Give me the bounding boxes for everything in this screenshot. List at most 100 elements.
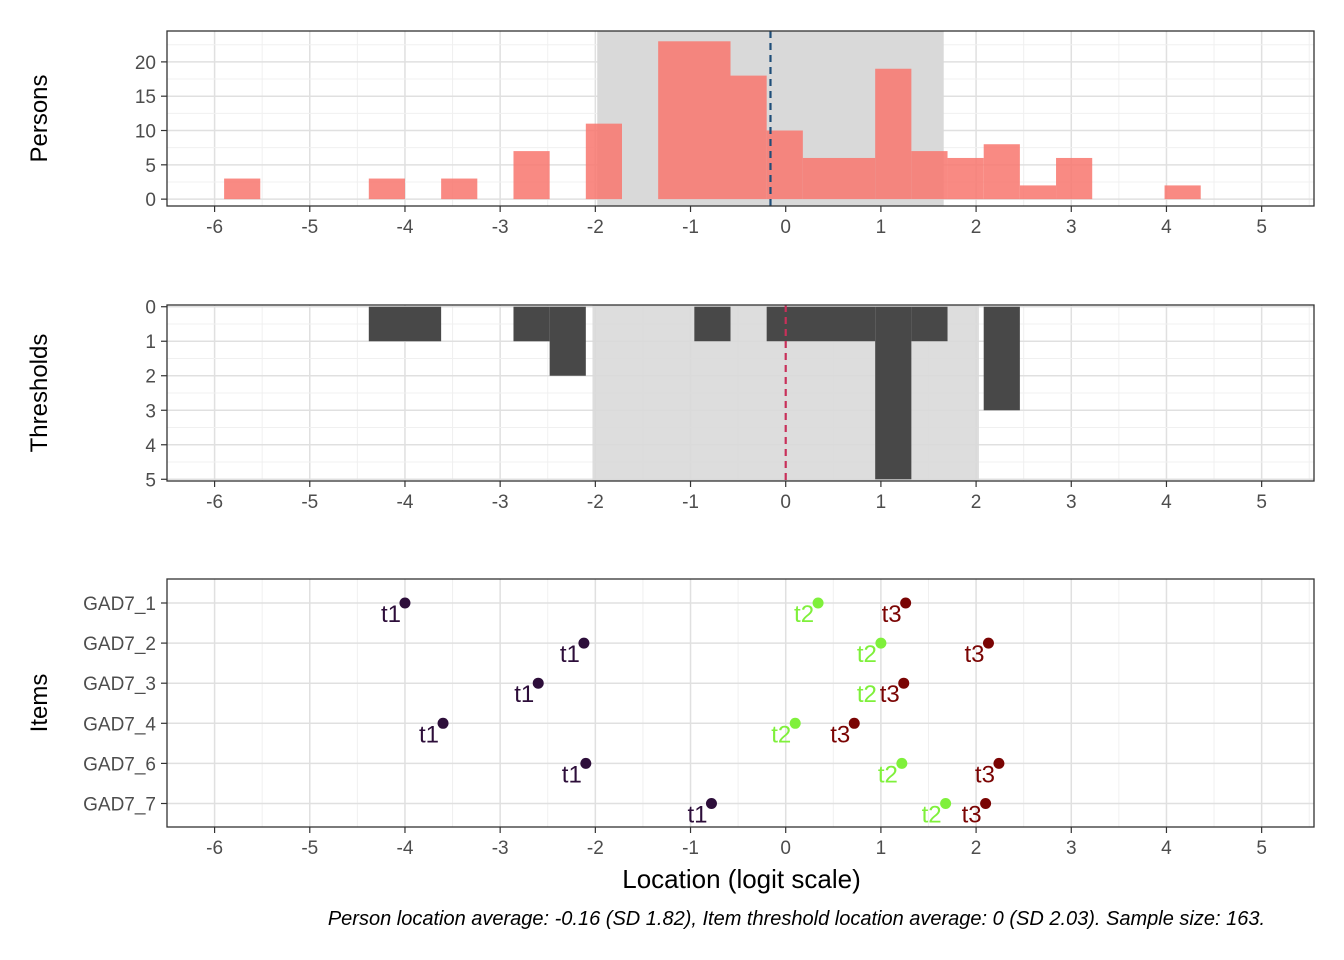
t2-point (896, 757, 908, 769)
t1-point-label: t1 (560, 641, 580, 668)
person-bar (947, 157, 984, 200)
t2-point-label: t2 (771, 721, 791, 748)
person-bar (802, 157, 876, 200)
persons-x-tick-label: 4 (1161, 217, 1172, 238)
persons-x-tick-label: -1 (682, 217, 699, 238)
item-name-label: GAD7_6 (83, 754, 156, 775)
thresholds-y-tick-label: 2 (145, 367, 156, 388)
t2-point (875, 637, 887, 649)
t1-point (705, 798, 717, 809)
person-bar (441, 178, 478, 200)
t3-point-label: t3 (880, 681, 900, 708)
threshold-bar (368, 306, 442, 342)
t3-point-label: t3 (975, 761, 995, 788)
t2-point-label: t2 (878, 761, 898, 788)
person-bar (1056, 157, 1093, 200)
item-name-label: GAD7_3 (83, 674, 156, 695)
t3-point-label: t3 (964, 641, 984, 668)
t1-point-label: t1 (419, 721, 439, 748)
t2-point (940, 798, 952, 809)
persons-y-tick-label: 5 (145, 156, 156, 177)
items-x-tick-label: -2 (587, 838, 604, 859)
items-gridlines (167, 579, 1314, 827)
persons-y-ticks: 0 5 10 15 20 (135, 53, 167, 211)
person-bar (224, 178, 261, 200)
items-x-tick-label: -1 (682, 838, 699, 859)
thresholds-x-tick-label: 1 (876, 492, 887, 513)
persons-y-tick-label: 20 (135, 53, 156, 74)
persons-x-tick-label: -3 (492, 217, 509, 238)
t3-point (993, 757, 1005, 769)
t1-point-label: t1 (514, 681, 534, 708)
thresholds-y-ticks: 0 1 2 3 4 5 (145, 298, 167, 491)
t2-point-label: t2 (857, 681, 877, 708)
person-bar (911, 151, 948, 200)
t3-point-label: t3 (882, 601, 902, 628)
t3-point (898, 677, 910, 689)
item-name-label: GAD7_4 (83, 714, 156, 735)
items-x-tick-label: 3 (1066, 838, 1077, 859)
persons-x-tick-label: 0 (780, 217, 791, 238)
items-y-ticks: GAD7_1 GAD7_2 GAD7_3 GAD7_4 GAD7_6 GAD7_7 (83, 594, 167, 816)
persons-x-ticks: -6 -5 -4 -3 -2 -1 0 1 2 3 4 5 (206, 206, 1267, 238)
t3-point (980, 798, 992, 809)
persons-y-tick-label: 10 (135, 122, 156, 143)
persons-x-tick-label: 5 (1256, 217, 1267, 238)
persons-x-tick-label: -5 (301, 217, 318, 238)
persons-histogram (224, 41, 1201, 200)
person-bar (766, 130, 803, 200)
t2-point (789, 717, 801, 729)
x-axis-label: Location (logit scale) (622, 864, 860, 894)
items-x-tick-label: -3 (492, 838, 509, 859)
items-y-axis-label: Items (26, 674, 53, 733)
person-bar (585, 123, 622, 200)
person-bar (983, 144, 1020, 200)
thresholds-y-tick-label: 5 (145, 470, 156, 491)
t3-point-label: t3 (962, 802, 982, 829)
person-bar (1019, 185, 1057, 200)
persons-x-tick-label: -4 (397, 217, 414, 238)
thresholds-x-tick-label: 3 (1066, 492, 1077, 513)
thresholds-y-axis-label: Thresholds (26, 334, 53, 453)
thresholds-x-tick-label: -5 (301, 492, 318, 513)
t2-point (812, 597, 824, 609)
persons-panel: -6 -5 -4 -3 -2 -1 0 1 2 3 4 5 0 5 10 15 20 Persons (26, 30, 1315, 238)
thresholds-x-tick-label: -3 (492, 492, 509, 513)
thresholds-y-tick-label: 4 (145, 436, 156, 457)
t1-point-label: t1 (562, 761, 582, 788)
item-name-label: GAD7_1 (83, 594, 156, 615)
t1-point (437, 717, 449, 729)
thresholds-y-tick-label: 3 (145, 401, 156, 422)
t3-point (900, 597, 912, 609)
t3-point (982, 637, 994, 649)
person-bar (1164, 185, 1201, 200)
t2-point-label: t2 (922, 802, 942, 829)
items-x-tick-label: 4 (1161, 838, 1172, 859)
persons-x-tick-label: -2 (587, 217, 604, 238)
person-bar (513, 151, 550, 200)
thresholds-panel-border (166, 304, 1315, 482)
t1-point-label: t1 (381, 601, 401, 628)
items-x-tick-label: 5 (1256, 838, 1267, 859)
t2-point-label: t2 (857, 641, 877, 668)
thresholds-histogram (368, 306, 1020, 480)
t1-point (399, 597, 411, 609)
persons-x-tick-label: 1 (876, 217, 887, 238)
thresholds-panel: -6 -5 -4 -3 -2 -1 0 1 2 3 4 5 0 1 2 3 4 5 Thresholds (26, 298, 1315, 513)
threshold-bar (911, 306, 948, 342)
thresholds-x-tick-label: -4 (397, 492, 414, 513)
item-name-label: GAD7_7 (83, 795, 156, 816)
threshold-bar (875, 306, 912, 480)
t3-point-label: t3 (830, 721, 850, 748)
items-x-tick-label: 0 (780, 838, 791, 859)
t3-point (848, 717, 860, 729)
items-x-tick-label: -4 (397, 838, 414, 859)
items-x-tick-label: -6 (206, 838, 223, 859)
t1-point-label: t1 (687, 802, 707, 829)
thresholds-x-ticks: -6 -5 -4 -3 -2 -1 0 1 2 3 4 5 (206, 481, 1267, 513)
thresholds-x-tick-label: 2 (971, 492, 982, 513)
persons-panel-border (166, 30, 1315, 207)
thresholds-y-tick-label: 1 (145, 332, 156, 353)
